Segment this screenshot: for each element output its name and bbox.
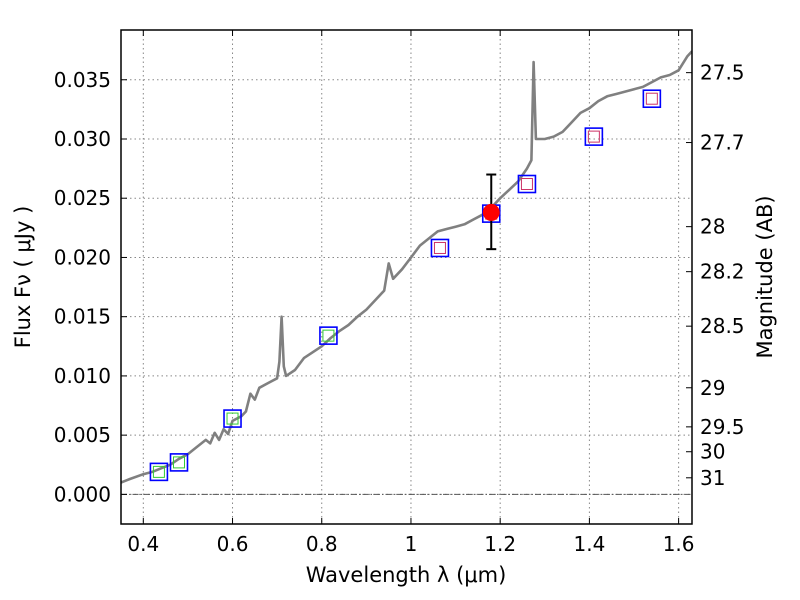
y2-tick-label: 31 (700, 466, 725, 490)
band-box-inner (520, 178, 533, 191)
y-tick-label: 0.030 (54, 127, 111, 151)
y2-tick-label: 27.5 (700, 61, 745, 85)
band-box-inner (322, 329, 335, 342)
y-tick-label: 0.035 (54, 68, 111, 92)
band-box-outer (169, 453, 189, 472)
band-box-outer (430, 238, 450, 258)
x-tick-label: 1.6 (663, 532, 695, 556)
y-ticks: 0.000 0.005 0.010 0.015 0.020 0.025 0.030 0.035 (54, 68, 127, 506)
band-box-outer (517, 174, 537, 194)
x-tick-label: 0.8 (306, 532, 338, 556)
x-tick-label: 0.4 (127, 532, 159, 556)
y-axis-label: Flux Fν ( μJy ) (11, 206, 35, 349)
measured-point (482, 203, 500, 221)
band-box-outer (642, 89, 662, 109)
x-tick-label: 0.6 (217, 532, 249, 556)
y2-axis-label: Magnitude (AB) (753, 195, 777, 358)
sed-spectrum-line (121, 50, 692, 484)
y-tick-label: 0.005 (54, 423, 111, 447)
y-tick-label: 0.010 (54, 364, 111, 388)
y-tick-label: 0.020 (54, 245, 111, 269)
band-box-inner (433, 241, 446, 254)
y-tick-label: 0.000 (54, 482, 111, 506)
x-ticks: 0.4 0.6 0.8 1 1.2 1.4 1.6 (127, 30, 695, 556)
grid-lines (121, 30, 692, 524)
x-axis-label: Wavelength λ (μm) (306, 563, 507, 587)
y2-tick-label: 28.2 (700, 260, 745, 284)
x-tick-label: 1.4 (573, 532, 605, 556)
y2-tick-label: 29.5 (700, 415, 745, 439)
y2-tick-label: 28 (700, 215, 725, 239)
band-box-outer (149, 462, 169, 482)
band-box-inner (645, 92, 658, 105)
band-box-outer (584, 127, 604, 146)
band-box-inner (152, 465, 165, 478)
y2-tick-label: 29 (700, 376, 725, 400)
y2-tick-label: 28.5 (700, 314, 745, 338)
band-box-inner (172, 456, 185, 469)
y-tick-label: 0.025 (54, 186, 111, 210)
y2-tick-label: 30 (700, 440, 725, 464)
x-tick-label: 1.2 (484, 532, 516, 556)
plot-frame (120, 29, 693, 525)
y2-tick-label: 27.7 (700, 131, 745, 155)
plot-area (121, 50, 692, 484)
band-box-outer (223, 409, 242, 428)
y-tick-label: 0.015 (54, 305, 111, 329)
band-box-inner (226, 412, 239, 425)
band-box-inner (587, 130, 600, 143)
x-tick-label: 1 (405, 532, 418, 556)
band-box-outer (319, 326, 338, 345)
